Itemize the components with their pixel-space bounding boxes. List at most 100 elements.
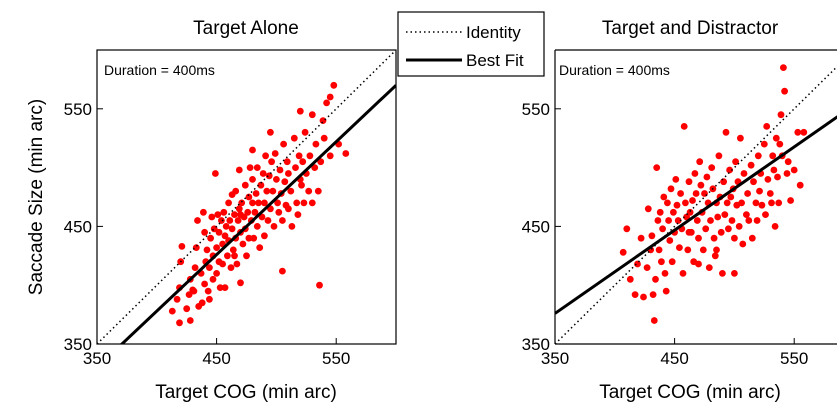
data-point-left-88	[263, 187, 271, 195]
data-point-right-23	[664, 199, 671, 207]
data-point-right-102	[763, 123, 771, 130]
data-point-left-26	[207, 234, 215, 242]
data-point-right-1	[623, 225, 631, 233]
data-point-left-142	[267, 128, 274, 136]
data-point-left-58	[235, 166, 243, 174]
data-point-right-88	[743, 211, 750, 219]
data-point-left-76	[251, 208, 259, 216]
data-point-right-22	[662, 287, 670, 295]
data-point-left-97	[274, 199, 281, 207]
data-point-left-11	[190, 287, 198, 295]
data-point-left-112	[294, 211, 302, 219]
data-point-right-20	[660, 193, 668, 201]
panel-target-alone: Target Alone Duration = 400ms Target COG…	[26, 18, 397, 403]
data-point-left-18	[200, 208, 207, 216]
data-point-right-97	[756, 187, 763, 195]
y-tick-label-right-1: 450	[522, 217, 550, 236]
x-tick-label-left-1: 450	[202, 349, 230, 368]
x-axis-label-left: Target COG (min arc)	[155, 382, 337, 403]
data-point-left-107	[287, 187, 295, 195]
data-point-right-15	[654, 217, 662, 224]
data-point-left-117	[300, 199, 308, 207]
data-point-left-63	[239, 240, 247, 248]
data-point-right-59	[707, 217, 714, 224]
data-point-left-124	[312, 140, 320, 148]
x-tick-label-right-0: 350	[541, 349, 569, 368]
scatter-points-right	[619, 64, 808, 324]
data-point-left-2	[176, 319, 183, 327]
data-point-left-12	[191, 264, 199, 271]
data-point-right-2	[626, 275, 634, 283]
data-point-right-42	[686, 208, 694, 216]
data-point-right-77	[728, 217, 736, 224]
data-point-left-134	[342, 150, 350, 157]
annotation-left: Duration = 400ms	[104, 62, 215, 78]
data-point-right-69	[719, 270, 726, 277]
data-point-left-108	[288, 223, 296, 230]
data-point-left-130	[323, 99, 330, 107]
y-axis-label-left: Saccade Size (min arc)	[26, 99, 47, 295]
data-point-left-38	[218, 217, 225, 224]
data-point-right-13	[652, 275, 659, 283]
data-point-left-77	[252, 190, 260, 197]
data-point-right-76	[727, 193, 735, 201]
data-point-right-55	[702, 225, 710, 233]
data-point-right-85	[738, 199, 745, 207]
data-point-left-82	[257, 181, 265, 189]
data-point-left-31	[212, 170, 219, 177]
data-point-right-124	[713, 246, 720, 254]
data-point-left-73	[249, 199, 256, 207]
data-point-right-80	[732, 158, 739, 166]
data-point-right-84	[737, 134, 744, 142]
data-point-right-91	[747, 161, 755, 169]
data-point-right-68	[717, 228, 725, 236]
data-point-right-108	[771, 223, 779, 230]
data-point-right-11	[649, 291, 657, 298]
data-point-right-6	[640, 293, 647, 301]
data-point-right-47	[692, 190, 700, 197]
data-point-left-51	[228, 225, 236, 233]
data-point-left-34	[214, 211, 222, 219]
data-point-right-34	[677, 190, 684, 197]
chart-title-right: Target and Distractor	[602, 18, 779, 39]
data-point-right-125	[695, 260, 702, 268]
data-point-left-101	[279, 267, 286, 275]
data-point-left-103	[281, 178, 289, 186]
data-point-left-62	[238, 199, 246, 207]
x-tick-label-right-1: 450	[660, 349, 688, 368]
x-tick-label-left-2: 550	[322, 349, 350, 368]
data-point-right-94	[752, 199, 760, 207]
data-point-left-68	[244, 208, 252, 216]
data-point-left-81	[256, 244, 264, 252]
data-point-right-109	[772, 134, 780, 142]
data-point-left-95	[271, 150, 279, 157]
data-point-left-40	[219, 260, 227, 268]
data-point-right-33	[676, 244, 683, 252]
data-point-right-116	[781, 87, 788, 95]
data-point-left-52	[229, 246, 237, 254]
legend: Identity Best Fit	[397, 11, 545, 77]
data-point-left-19	[201, 228, 209, 236]
data-point-right-110	[774, 173, 781, 181]
data-point-left-33	[213, 270, 221, 277]
data-point-right-105	[768, 199, 775, 207]
data-point-left-126	[316, 281, 323, 289]
data-point-left-41	[220, 208, 228, 216]
scatter-points-left	[168, 81, 350, 327]
data-point-left-125	[314, 187, 322, 195]
ticks-right: 350 450 550 350 450 550	[522, 100, 809, 368]
data-point-right-100	[760, 140, 768, 148]
data-point-right-39	[683, 213, 690, 221]
data-point-right-14	[653, 164, 661, 172]
data-point-left-42	[221, 232, 229, 240]
data-point-right-37	[680, 123, 688, 130]
data-point-left-43	[221, 284, 229, 291]
data-point-right-73	[723, 199, 731, 207]
data-point-left-123	[311, 164, 319, 172]
data-point-left-27	[208, 213, 216, 221]
data-point-left-13	[192, 244, 200, 252]
data-point-right-50	[696, 158, 704, 166]
data-point-right-89	[744, 190, 751, 197]
x-tick-label-left-0: 350	[83, 349, 111, 368]
